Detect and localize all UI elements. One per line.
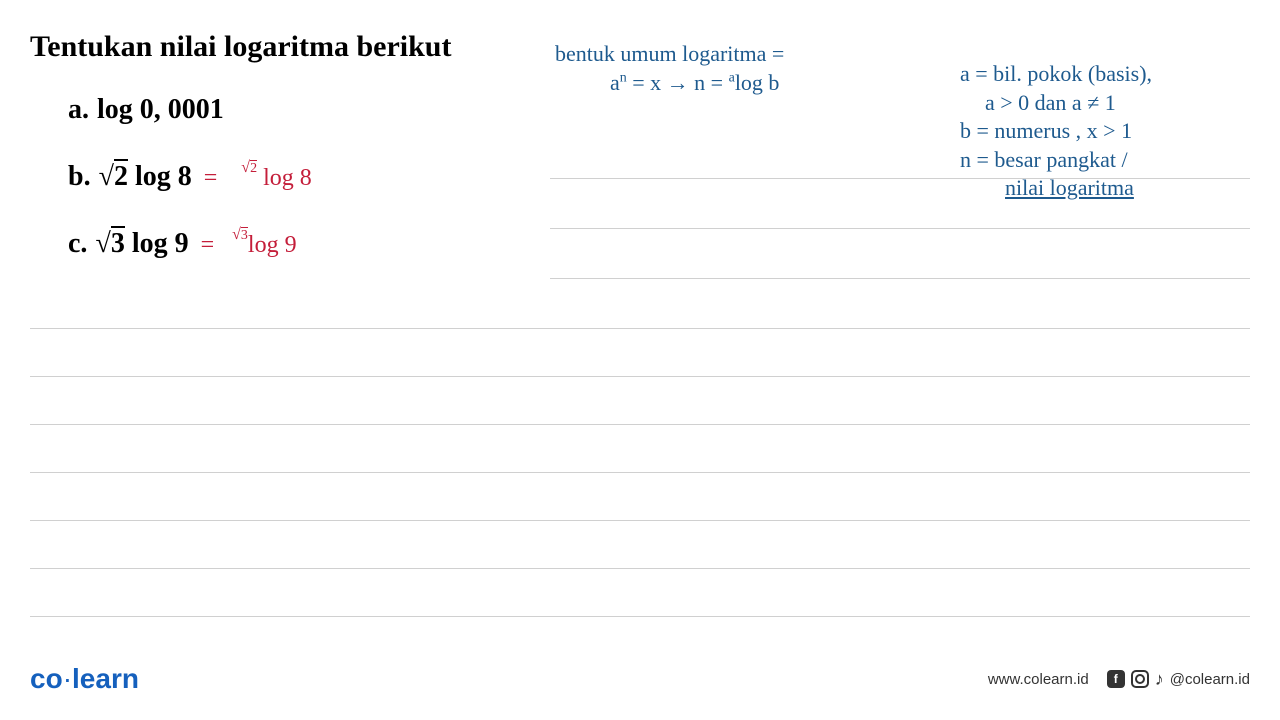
footer-right: www.colearn.id f ♪ @colearn.id: [988, 669, 1250, 690]
handwritten-note-definitions: a = bil. pokok (basis), a > 0 dan a ≠ 1 …: [960, 60, 1152, 203]
annotation-main: log 8: [257, 165, 312, 191]
problem-label: b.: [68, 161, 91, 193]
problem-b-rest: log 8: [128, 161, 192, 192]
problem-label: a.: [68, 94, 89, 126]
note1-a: a: [610, 70, 620, 95]
sqrt-symbol: 2: [99, 161, 128, 193]
sqrt-icon: [232, 226, 241, 243]
annotation-b: = 2 log 8: [204, 163, 312, 192]
ruled-line: [550, 278, 1250, 279]
note2-line3: b = numerus , x > 1: [960, 117, 1152, 146]
ruled-line: [30, 424, 1250, 425]
ruled-line: [30, 568, 1250, 569]
tiktok-icon: ♪: [1155, 669, 1164, 690]
ruled-line: [30, 328, 1250, 329]
annotation-sup: 3: [232, 226, 248, 243]
problem-c: c. 3 log 9 = 3log 9: [68, 228, 1250, 260]
annotation-eq: =: [204, 165, 218, 191]
footer-handle: @colearn.id: [1170, 671, 1250, 688]
note1-line1: bentuk umum logaritma =: [555, 40, 784, 69]
logo-learn: learn: [72, 663, 139, 694]
handwritten-note-general-form: bentuk umum logaritma = an = x → n = alo…: [555, 40, 784, 97]
problem-a-text: log 0, 0001: [97, 94, 224, 126]
ruled-line: [550, 178, 1250, 179]
footer-url: www.colearn.id: [988, 671, 1089, 688]
instagram-icon: [1131, 670, 1149, 688]
footer: co·learn www.colearn.id f ♪ @colearn.id: [30, 663, 1250, 695]
ruled-line: [30, 472, 1250, 473]
ruled-line: [30, 520, 1250, 521]
annotation-main: log 9: [248, 232, 297, 258]
sqrt-value: 3: [111, 226, 125, 259]
note2-line2: a > 0 dan a ≠ 1: [985, 89, 1152, 118]
sqrt-icon: [241, 159, 250, 176]
logo-co: co: [30, 663, 63, 694]
problem-c-expression: 3 log 9: [95, 228, 188, 260]
annotation-sup-sqrt: 3: [241, 227, 248, 243]
problem-b-expression: 2 log 8: [99, 161, 192, 193]
note2-line4: n = besar pangkat /: [960, 146, 1152, 175]
ruled-line: [30, 376, 1250, 377]
annotation-c: = 3log 9: [201, 230, 297, 259]
brand-logo: co·learn: [30, 663, 139, 695]
note1-exp: n: [620, 70, 627, 85]
sqrt-value: 2: [114, 159, 128, 192]
social-icons: f ♪ @colearn.id: [1107, 669, 1250, 690]
sqrt-symbol: 3: [95, 228, 124, 260]
annotation-sup-sqrt: 2: [250, 160, 257, 176]
logo-dot: ·: [63, 663, 72, 694]
facebook-icon: f: [1107, 670, 1125, 688]
problem-label: c.: [68, 228, 87, 260]
note2-line1: a = bil. pokok (basis),: [960, 60, 1152, 89]
problem-c-rest: log 9: [125, 228, 189, 259]
annotation-sup: 2: [241, 159, 257, 176]
ruled-line: [550, 228, 1250, 229]
note1-logb: log b: [735, 70, 780, 95]
ruled-line: [30, 616, 1250, 617]
note1-mid: = x → n =: [627, 70, 729, 95]
annotation-eq: =: [201, 232, 215, 258]
note1-line2: an = x → n = alog b: [610, 69, 784, 98]
